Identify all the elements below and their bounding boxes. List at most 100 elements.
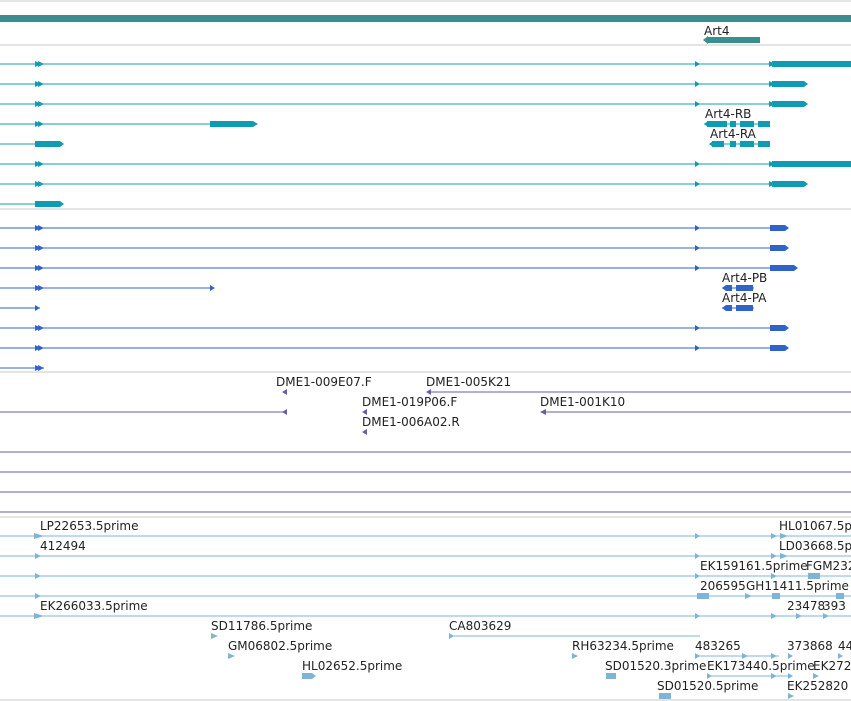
- transcript-row[interactable]: [0, 141, 64, 147]
- est-label[interactable]: EK266033.5prime: [40, 599, 148, 613]
- est-label[interactable]: EK272: [813, 659, 851, 673]
- transcript-row[interactable]: [0, 201, 64, 207]
- est-label[interactable]: HL02652.5prime: [302, 659, 402, 673]
- clone-label-dme1-005k21[interactable]: DME1-005K21: [426, 375, 511, 389]
- est-feature[interactable]: [788, 653, 793, 659]
- strand-arrow-icon: [695, 161, 700, 167]
- protein-row[interactable]: [0, 325, 789, 331]
- est-feature[interactable]: [228, 653, 235, 659]
- est-label[interactable]: FGM232: [806, 559, 851, 573]
- est-feature[interactable]: [312, 673, 316, 679]
- est-label[interactable]: 412494: [40, 539, 86, 553]
- exon-end-arrow-icon: [804, 101, 808, 107]
- clone-dme1-019p06f[interactable]: [362, 409, 367, 415]
- transcript-row[interactable]: [0, 61, 851, 67]
- est-feature[interactable]: [659, 693, 671, 699]
- protein-label-art4-pa[interactable]: Art4-PA: [722, 291, 767, 305]
- exon: [770, 225, 785, 231]
- est-feature[interactable]: [449, 633, 700, 639]
- exon: [772, 61, 851, 67]
- est-label[interactable]: 44: [838, 639, 851, 653]
- transcript-art4-rb[interactable]: [704, 121, 770, 127]
- est-label[interactable]: GM06802.5prime: [228, 639, 332, 653]
- clone-dme1-001k10[interactable]: [540, 409, 851, 415]
- est-feature[interactable]: [302, 673, 312, 679]
- clone-dme1-005k21[interactable]: [426, 389, 851, 395]
- clone-label-dme1-006a02r[interactable]: DME1-006A02.R: [362, 415, 460, 429]
- transcript-row[interactable]: [0, 181, 808, 187]
- protein-row[interactable]: [0, 265, 798, 271]
- strand-arrow-icon: [695, 345, 700, 351]
- gene-art4-direction-arrow-icon: [703, 36, 708, 44]
- est-label[interactable]: 483265: [695, 639, 741, 653]
- strand-arrow-icon: [695, 265, 700, 271]
- est-feature[interactable]: [788, 693, 794, 699]
- est-row[interactable]: [0, 573, 851, 579]
- protein-row[interactable]: [0, 365, 44, 371]
- est-row[interactable]: [0, 533, 851, 539]
- strand-arrow-icon: [695, 81, 700, 87]
- strand-arrow-icon: [38, 181, 44, 187]
- exon-end-arrow-icon: [804, 181, 808, 187]
- est-label[interactable]: EK252820: [787, 679, 848, 693]
- transcript-label-art4-rb[interactable]: Art4-RB: [705, 107, 751, 121]
- protein-row[interactable]: [0, 245, 789, 251]
- strand-arrow-icon: [38, 121, 44, 127]
- est-feature[interactable]: [606, 673, 616, 679]
- protein-row[interactable]: [0, 305, 40, 311]
- est-label[interactable]: EK159161.5prime: [700, 559, 808, 573]
- protein-row[interactable]: [0, 345, 789, 351]
- clone-dme1-009e07f[interactable]: [282, 389, 287, 395]
- est-label[interactable]: LD03668.5p: [779, 539, 851, 553]
- est-feature[interactable]: [572, 653, 578, 659]
- est-feature[interactable]: [211, 633, 218, 639]
- clone-label-dme1-001k10[interactable]: DME1-001K10: [540, 395, 625, 409]
- est-label[interactable]: SD11786.5prime: [211, 619, 312, 633]
- est-label[interactable]: 393: [823, 599, 846, 613]
- est-label[interactable]: 206595: [700, 579, 746, 593]
- exon: [35, 201, 60, 207]
- protein-art4-pb[interactable]: [722, 285, 754, 291]
- clone-label-dme1-019p06f[interactable]: DME1-019P06.F: [362, 395, 457, 409]
- est-label[interactable]: EK173440.5prime: [707, 659, 815, 673]
- strand-arrow-icon: [695, 325, 700, 331]
- exon-end-arrow-icon: [785, 245, 789, 251]
- transcript-row[interactable]: [0, 161, 851, 167]
- strand-arrow-icon: [38, 161, 44, 167]
- est-label[interactable]: RH63234.5prime: [572, 639, 674, 653]
- est-label[interactable]: HL01067.5p: [779, 519, 851, 533]
- est-row[interactable]: [0, 553, 851, 559]
- protein-row[interactable]: [0, 285, 215, 291]
- exon-end-arrow-icon: [60, 141, 64, 147]
- est-feature[interactable]: [707, 673, 793, 679]
- protein-label-art4-pb[interactable]: Art4-PB: [722, 271, 767, 285]
- est-label[interactable]: GH11411.5prime: [746, 579, 849, 593]
- est-row[interactable]: [0, 613, 851, 619]
- est-label[interactable]: SD01520.3prime: [605, 659, 706, 673]
- est-label[interactable]: 23478: [787, 599, 825, 613]
- clone-dme1-006a02r[interactable]: [362, 429, 367, 435]
- gene-label-art4[interactable]: Art4: [704, 24, 729, 38]
- gene-art4[interactable]: [707, 37, 760, 43]
- est-label[interactable]: CA803629: [449, 619, 511, 633]
- est-label[interactable]: SD01520.5prime: [657, 679, 758, 693]
- est-row[interactable]: [0, 593, 851, 599]
- est-feature[interactable]: [813, 673, 819, 679]
- protein-row[interactable]: [0, 225, 789, 231]
- strand-arrow-icon: [695, 101, 700, 107]
- clone-label-dme1-009e07f[interactable]: DME1-009E07.F: [276, 375, 372, 389]
- est-label[interactable]: LP22653.5prime: [40, 519, 139, 533]
- est-label[interactable]: 373868: [787, 639, 833, 653]
- est-feature[interactable]: [695, 653, 779, 659]
- transcript-label-art4-ra[interactable]: Art4-RA: [710, 127, 757, 141]
- exon-end-arrow-icon: [785, 345, 789, 351]
- exon: [772, 81, 804, 87]
- protein-art4-pa[interactable]: [722, 305, 754, 311]
- est-feature[interactable]: [838, 653, 843, 659]
- transcript-art4-ra[interactable]: [709, 141, 770, 147]
- transcript-row[interactable]: [0, 101, 808, 107]
- clone-long-row[interactable]: [0, 409, 287, 415]
- exon: [770, 345, 785, 351]
- transcript-row[interactable]: [0, 121, 258, 127]
- transcript-row[interactable]: [0, 81, 808, 87]
